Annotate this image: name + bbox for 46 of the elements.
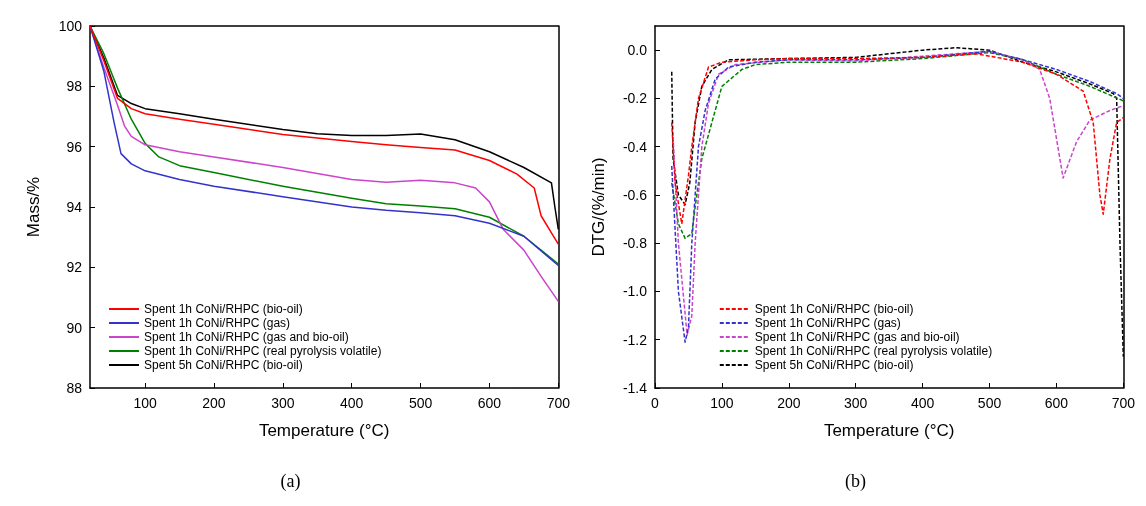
legend-label: Spent 1h CoNi/RHPC (real pyrolysis volatile): [754, 344, 993, 358]
x-tick-label: 300: [271, 395, 295, 411]
x-tick-label: 100: [710, 395, 734, 411]
y-tick-label: -1.0: [622, 283, 648, 300]
legend-label: Spent 5h CoNi/RHPC (bio-oil): [754, 358, 914, 372]
y-tick-label: 98: [66, 78, 83, 95]
legend-label: Spent 1h CoNi/RHPC (real pyrolysis volatile): [144, 344, 382, 358]
y-tick-label: 100: [58, 18, 83, 34]
legend-label: Spent 1h CoNi/RHPC (gas): [754, 316, 901, 330]
x-tick-label: 700: [1111, 395, 1136, 411]
x-tick-label: 400: [340, 395, 364, 411]
legend-label: Spent 1h CoNi/RHPC (gas and bio-oil): [754, 330, 960, 344]
x-tick-label: 200: [202, 395, 226, 411]
y-axis-title: Mass/%: [24, 176, 43, 238]
y-tick-label: 94: [66, 199, 83, 215]
y-tick-label: -0.4: [622, 138, 648, 155]
y-tick-label: -0.6: [622, 186, 648, 203]
y-tick-label: 90: [66, 319, 83, 336]
y-tick-label: -0.8: [622, 235, 648, 252]
x-tick-label: 400: [910, 395, 935, 411]
y-tick-label: 0.0: [627, 42, 648, 59]
y-axis-title: DTG/(%/min): [589, 157, 608, 257]
y-tick-label: -1.2: [622, 331, 648, 348]
y-tick-label: -1.4: [622, 380, 648, 396]
x-axis-title: Temperature (°C): [823, 421, 955, 440]
legend-label: Spent 1h CoNi/RHPC (bio-oil): [144, 302, 303, 316]
x-tick-label: 500: [408, 395, 433, 411]
x-tick-label: 200: [777, 395, 801, 411]
x-tick-label: 600: [1044, 395, 1069, 411]
y-tick-label: 96: [66, 138, 83, 155]
legend-label: Spent 1h CoNi/RHPC (bio-oil): [754, 302, 914, 316]
legend-label: Spent 1h CoNi/RHPC (gas and bio-oil): [144, 330, 349, 344]
x-tick-label: 100: [133, 395, 157, 411]
x-tick-label: 600: [477, 395, 502, 411]
x-tick-label: 300: [844, 395, 868, 411]
y-tick-label: 92: [66, 259, 83, 276]
x-tick-label: 0: [651, 395, 660, 411]
x-axis-title: Temperature (°C): [258, 421, 390, 440]
x-tick-label: 700: [546, 395, 571, 411]
text: (b): [845, 471, 867, 492]
legend-label: Spent 1h CoNi/RHPC (gas): [144, 316, 291, 330]
y-tick-label: 88: [66, 380, 83, 396]
legend-label: Spent 5h CoNi/RHPC (bio-oil): [144, 358, 303, 372]
y-tick-label: -0.2: [622, 90, 648, 107]
x-tick-label: 500: [977, 395, 1002, 411]
text: (a): [280, 471, 301, 492]
